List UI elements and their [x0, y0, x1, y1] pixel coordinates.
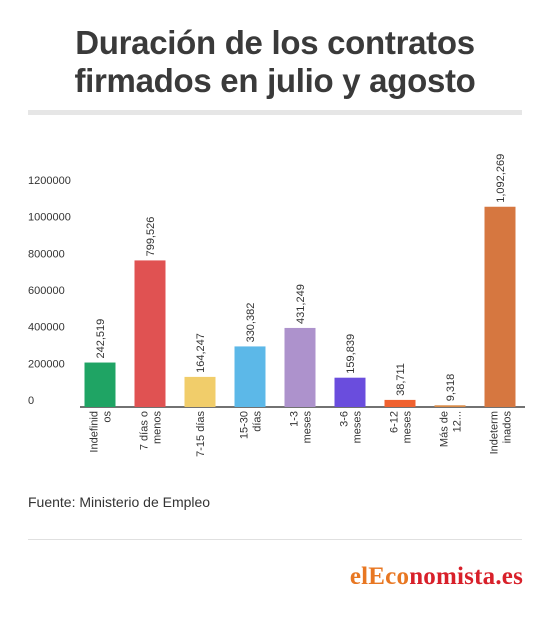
data-label: 159,839 [345, 334, 357, 374]
title-divider [28, 110, 522, 115]
footer-divider [28, 539, 522, 540]
data-label: 38,711 [395, 363, 407, 396]
bar-chart: 0 200000 400000 600000 800000 1000000 1200000 2… [28, 154, 525, 457]
y-tick-label: 600000 [28, 285, 65, 297]
data-label: 330,382 [245, 303, 257, 343]
category-label: os [102, 411, 114, 423]
category-label: meses [352, 411, 364, 444]
y-tick-label: 400000 [28, 322, 65, 334]
data-label: 242,519 [95, 319, 107, 359]
chart-title: Duración de los contratos firmados en ju… [20, 24, 530, 100]
category-label: 7-15 días [195, 411, 207, 457]
category-label: Indeterm [489, 411, 501, 454]
bar [84, 362, 116, 407]
bar [284, 327, 316, 407]
data-label: 799,526 [145, 217, 157, 257]
bar [234, 346, 266, 407]
data-label: 9,318 [445, 374, 457, 402]
data-label: 431,249 [295, 284, 307, 324]
category-label: 3-6 [339, 411, 351, 427]
category-label: meses [402, 411, 414, 444]
category-label: 7 días o [139, 411, 151, 450]
category-label: Indefinid [89, 411, 101, 453]
y-tick-label: 800000 [28, 248, 65, 260]
bar [484, 206, 516, 407]
category-label: inados [502, 411, 514, 444]
source-note: Fuente: Ministerio de Empleo [28, 494, 211, 510]
bar [134, 260, 166, 407]
data-label: 164,247 [195, 333, 207, 373]
brand-logo-part-2: nomista.es [409, 563, 523, 590]
category-label: 12... [452, 411, 464, 432]
category-label: 15-30 [239, 411, 251, 439]
brand-logo: elEconomista.es [350, 563, 523, 591]
bar [334, 377, 366, 407]
category-label: meses [302, 411, 314, 444]
brand-logo-part-1: elEco [349, 563, 410, 590]
bar [434, 405, 466, 407]
y-tick-label: 1200000 [28, 175, 71, 187]
category-label: menos [152, 411, 164, 445]
y-tick-label: 1000000 [28, 212, 71, 224]
y-tick-label: 200000 [28, 358, 65, 370]
category-label: Más de [439, 411, 451, 447]
y-tick-label: 0 [28, 395, 34, 407]
bar [384, 399, 416, 407]
chart-title-line-2: firmados en julio y agosto [74, 62, 476, 99]
category-label: 6-12 [389, 411, 401, 433]
chart-title-line-1: Duración de los contratos [75, 24, 475, 61]
data-label: 1,092,269 [495, 154, 507, 203]
bar [184, 376, 216, 407]
category-label: 1-3 [289, 411, 301, 427]
category-label: días [252, 411, 264, 432]
